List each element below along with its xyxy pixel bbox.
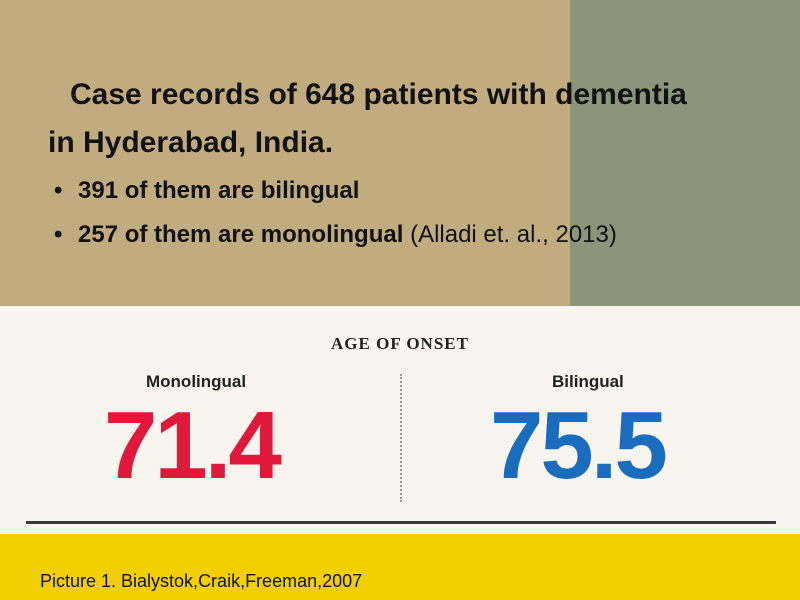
picture-caption: Picture 1. Bialystok,Craik,Freeman,2007 (40, 571, 363, 591)
background-green-panel (570, 0, 800, 306)
bullet-dot-icon: • (54, 177, 63, 204)
background-tan-panel (0, 0, 570, 306)
bullet-item-monolingual: • 257 of them are monolingual (Alladi et… (48, 220, 788, 250)
slide-body: Case records of 648 patients with dement… (48, 76, 788, 250)
figure-title: AGE OF ONSET (331, 334, 469, 353)
bilingual-value: 75.5 (490, 392, 668, 499)
bullet-list: • 391 of them are bilingual • 257 of the… (48, 176, 788, 250)
citation: (Alladi et. al., 2013) (403, 221, 617, 248)
bullet-text: 257 of them are monolingual (78, 221, 404, 248)
bilingual-label: Bilingual (552, 372, 624, 391)
bullet-item-bilingual: • 391 of them are bilingual (48, 176, 788, 206)
heading-line-2: in Hyderabad, India. (48, 126, 334, 159)
caption-bar (0, 534, 800, 600)
monolingual-value: 71.4 (104, 392, 282, 499)
bullet-text: 391 of them are bilingual (78, 177, 360, 204)
heading-line-1: Case records of 648 patients with dement… (70, 78, 687, 111)
figure-baseline-rule (26, 521, 776, 524)
figure-divider (400, 374, 402, 502)
bullet-dot-icon: • (54, 221, 63, 248)
monolingual-label: Monolingual (146, 372, 247, 391)
